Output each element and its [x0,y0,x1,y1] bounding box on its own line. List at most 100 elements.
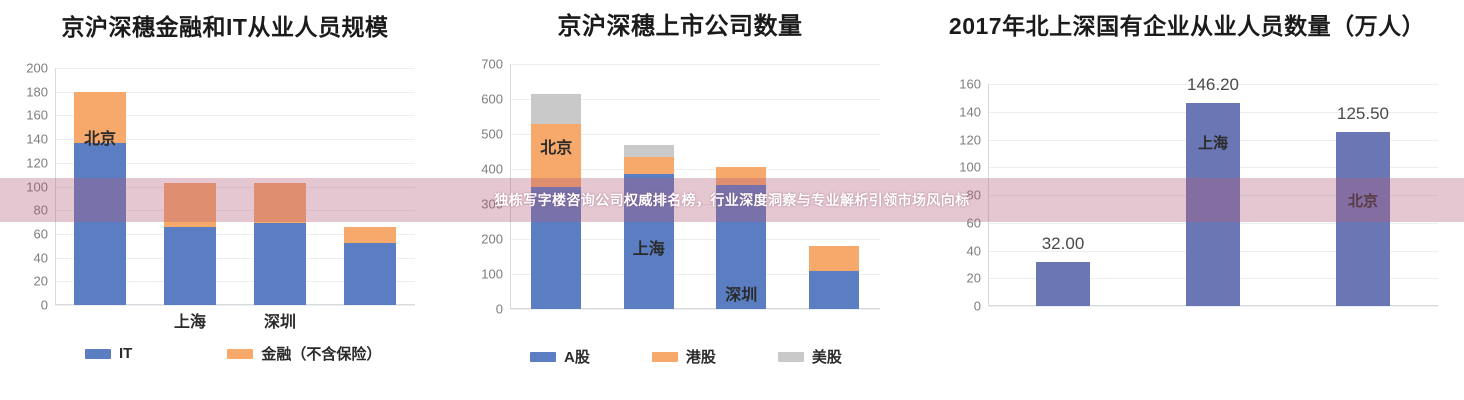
y-axis-tick-label: 400 [481,161,503,177]
bar-segment[interactable] [254,182,306,224]
bar-segment[interactable] [74,91,126,143]
legend-label: 金融（不含保险） [261,346,382,363]
chart-title-2: 京沪深穗上市公司数量 [557,13,803,40]
gridline [55,68,415,69]
y-axis-line [988,84,989,306]
y-axis-tick-label: 20 [33,273,48,289]
y-axis-tick-label: 100 [26,179,48,194]
bar-group[interactable]: 广州 [344,226,396,305]
chart-panel-soe-employees: 2017年北上深国有企业从业人员数量（万人） 0 20 40 60 80 100 120 14… [910,0,1464,400]
bar-segment[interactable] [344,226,396,244]
legend-label: IT [119,345,133,362]
x-axis-line [55,304,415,305]
gridline [510,204,880,205]
bar-segment[interactable] [164,182,216,227]
y-axis-tick-label: 80 [966,187,981,203]
gridline [55,257,415,259]
bar-group[interactable]: 深圳 [254,182,306,331]
gridline [55,233,415,235]
gridline [988,84,1438,85]
gridline [510,134,880,135]
bar-segment[interactable] [164,226,216,305]
bar-group[interactable]: 北京 [531,93,582,309]
y-axis-tick-label: 160 [959,76,981,92]
bar-group[interactable]: 广州 [808,246,859,309]
bar-segment[interactable] [531,93,582,124]
y-axis-tick-label: 60 [33,226,48,242]
chart-legend-2: A股 港股 美股 [530,346,904,367]
bar-group[interactable]: 北京 125.50 [1336,104,1390,306]
legend-item[interactable]: A股 [530,346,590,367]
bar-segment[interactable] [808,270,859,309]
bar-value-label: 32.00 [1041,233,1085,253]
legend-item[interactable]: 金融（不含保险） [227,343,381,364]
chart-title-1: 京沪深穗金融和IT从业人员规模 [61,14,389,40]
x-axis-category-label: 深圳 [725,286,758,304]
x-axis-category-label: 北京 [540,139,573,157]
bar-group[interactable]: 上海 [164,182,216,331]
bar-segment[interactable] [344,243,396,305]
legend-item[interactable]: 美股 [777,346,842,367]
chart-legend-1: IT 金融（不含保险） [85,343,476,364]
bar-group[interactable]: 深圳32.00 [1036,234,1090,306]
y-axis-tick-label: 20 [966,270,981,286]
legend-swatch-icon [85,348,111,359]
x-axis-category-label: 上海 [173,313,207,331]
bar-segment[interactable] [1036,261,1090,306]
bar-group[interactable]: 上海 [623,144,674,309]
y-axis-line [55,68,56,305]
gridline [510,169,880,170]
y-axis-tick-label: 180 [26,84,48,100]
bar-segment[interactable] [531,123,582,187]
bar-segment[interactable] [1186,103,1240,306]
legend-swatch-icon [530,351,556,362]
chart-panel-employment-scale: 京沪深穗金融和IT从业人员规模 0 20 40 60 80 100 120 140 160 180… [0,0,450,400]
bar-segment[interactable] [531,186,582,309]
bar-segment[interactable] [623,174,674,309]
x-axis-category-label: 北京 [83,131,117,149]
y-axis-tick-label: 40 [33,250,48,266]
bar-segment[interactable] [623,156,674,175]
bar-segment[interactable] [254,223,306,305]
y-axis-tick-label: 600 [481,91,503,107]
bar-group[interactable]: 深圳 [716,167,767,309]
y-axis-tick-label: 100 [959,159,981,175]
y-axis-line [510,64,511,309]
x-axis-category-label: 深圳 [263,313,297,331]
gridline [55,186,415,188]
bar-group[interactable]: 北京 [74,91,126,305]
bar-segment[interactable] [74,142,126,305]
x-axis-category-label: 上海 [632,241,665,258]
y-axis-tick-label: 60 [966,215,981,231]
bar-segment[interactable] [1336,131,1390,306]
bar-segment[interactable] [808,246,859,271]
legend-item[interactable]: 港股 [651,346,716,367]
chart-title-3: 2017年北上深国有企业从业人员数量（万人） [948,13,1426,39]
y-axis-tick-label: 80 [33,202,48,218]
y-axis-tick-label: 700 [481,56,503,72]
y-axis-tick-label: 140 [26,131,48,147]
y-axis-tick-label: 500 [481,126,503,142]
gridline [55,91,415,93]
y-axis-tick-label: 200 [481,231,503,247]
gridline [510,99,880,100]
bar-segment[interactable] [623,144,674,157]
y-axis-tick-label: 140 [959,104,981,120]
gridline [55,281,415,283]
bar-segment[interactable] [716,184,767,309]
legend-swatch-icon [651,351,678,362]
x-axis-category-label: 广州 [354,396,386,400]
y-axis-tick-label: 0 [973,298,981,314]
y-axis-tick-label: 300 [481,196,503,212]
legend-swatch-icon [227,348,254,359]
bar-segment[interactable] [716,167,767,185]
x-axis-line [510,308,880,309]
bar-group[interactable]: 上海 146.20 [1186,75,1240,306]
y-axis-tick-label: 120 [26,155,48,171]
bar-value-label: 125.50 [1337,103,1389,123]
legend-item[interactable]: IT [85,345,132,362]
